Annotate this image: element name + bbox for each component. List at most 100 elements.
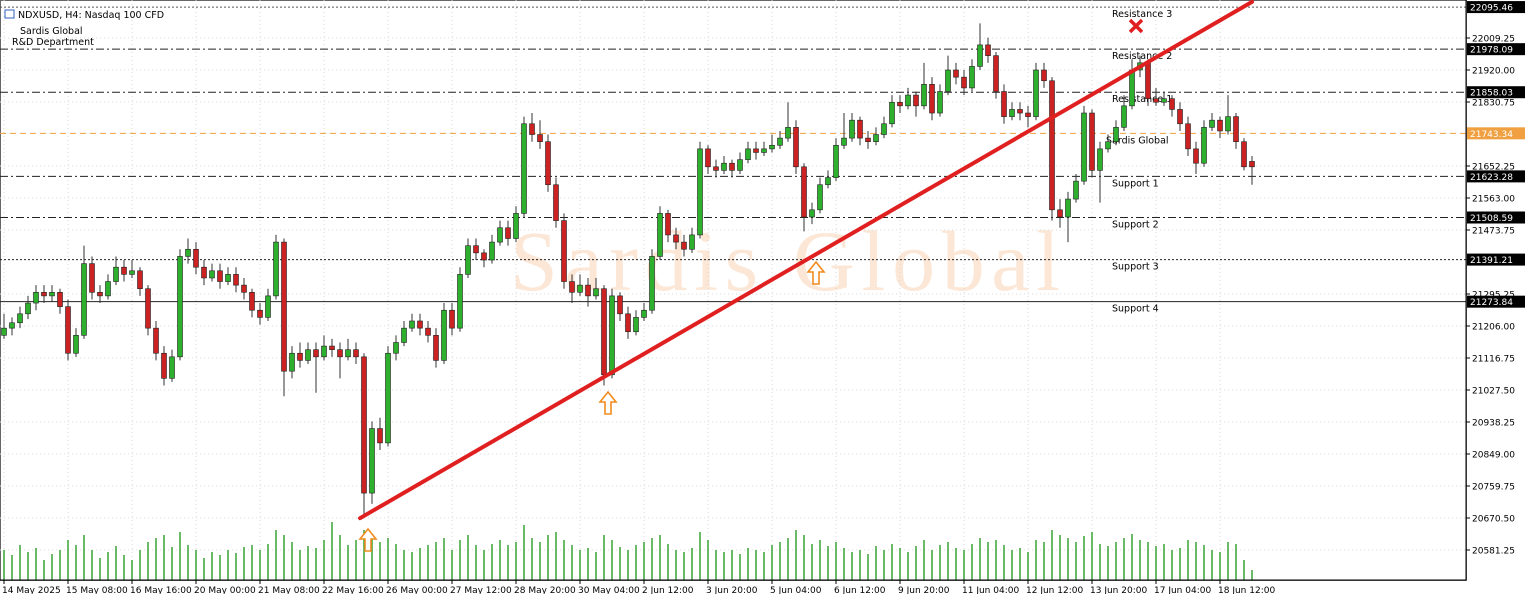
y-tick-label: 21563.00 [1472, 194, 1515, 204]
candle-body [385, 352, 391, 444]
candle-body [857, 119, 863, 139]
candle-body [497, 227, 503, 243]
candle-body [529, 123, 535, 135]
candle-body [849, 119, 855, 139]
candle-body [73, 335, 79, 354]
x-tick-label: 14 May 2025 [2, 586, 61, 594]
candle-body [1161, 98, 1167, 103]
candle-body [793, 127, 799, 168]
candle-body [961, 76, 967, 89]
x-tick-label: 18 Jun 12:00 [1218, 586, 1275, 594]
candle-body [1001, 91, 1007, 117]
candle-body [153, 327, 159, 354]
level-price-label: 21623.28 [1470, 173, 1513, 183]
up-arrow [806, 260, 826, 285]
x-tick-label: 13 Jun 20:00 [1090, 586, 1147, 594]
y-tick-label: 20670.50 [1472, 515, 1515, 525]
candle-body [657, 213, 663, 257]
x-tick-label: 16 May 16:00 [130, 586, 192, 594]
x-tick-label: 9 Jun 20:00 [898, 586, 950, 594]
candle-body [705, 148, 711, 168]
candle-body [1185, 123, 1191, 150]
candle-body [673, 234, 679, 243]
candle-body [1113, 127, 1119, 143]
candle-body [489, 241, 495, 261]
x-tick-label: 30 May 04:00 [578, 586, 640, 594]
candle-body [969, 66, 975, 89]
y-tick-label: 20938.25 [1472, 419, 1515, 429]
x-tick-label: 22 May 16:00 [322, 586, 384, 594]
level-price-label: 21978.09 [1470, 46, 1513, 56]
candle-body [1097, 148, 1103, 171]
candle-body [505, 227, 511, 239]
candle-body [801, 166, 807, 218]
y-tick-label: 21116.75 [1472, 355, 1515, 365]
y-tick-label: 20849.00 [1472, 451, 1515, 461]
candle-body [817, 184, 823, 211]
candle-body [745, 148, 751, 160]
candle-body [361, 356, 367, 494]
candle-body [65, 306, 71, 354]
candle-body [1177, 109, 1183, 125]
x-tick-label: 11 Jun 04:00 [962, 586, 1019, 594]
candle-body [545, 141, 551, 186]
candle-body [305, 349, 311, 361]
candle-body [777, 137, 783, 146]
x-tick-label: 5 Jun 04:00 [770, 586, 822, 594]
candle-body [1009, 109, 1015, 117]
candle-body [377, 428, 383, 444]
x-tick-label: 20 May 00:00 [194, 586, 256, 594]
candle-body [633, 317, 639, 333]
marks-layer [1, 0, 1255, 580]
candle-body [321, 345, 327, 358]
x-tick-label: 27 May 12:00 [450, 586, 512, 594]
candle-body [1057, 209, 1063, 218]
candle-body [441, 309, 447, 361]
candle-body [217, 270, 223, 282]
candle-body [369, 428, 375, 494]
candle-body [537, 134, 543, 143]
candle-body [713, 166, 719, 171]
candle-body [945, 69, 951, 92]
candle-body [1089, 112, 1095, 171]
level-label: Support 1 [1112, 178, 1159, 189]
candle-body [345, 349, 351, 358]
candle-body [129, 270, 135, 275]
candle-body [641, 309, 647, 318]
candle-body [249, 291, 255, 311]
candle-body [929, 84, 935, 114]
level-label: Resistance 2 [1112, 51, 1172, 62]
candle-body [145, 288, 151, 329]
candle-body [1025, 112, 1031, 117]
level-label: Support 4 [1112, 304, 1159, 315]
candle-body [33, 291, 39, 304]
candle-body [729, 162, 735, 171]
candle-body [921, 84, 927, 107]
candle-body [625, 313, 631, 333]
y-tick-label: 21652.25 [1472, 162, 1515, 172]
y-tick-label: 20581.25 [1472, 547, 1515, 557]
candle-body [81, 263, 87, 336]
up-arrow [598, 390, 618, 415]
candle-body [313, 349, 319, 358]
candle-body [985, 44, 991, 56]
candle-body [681, 241, 687, 250]
candle-body [1145, 62, 1151, 99]
candle-body [721, 162, 727, 171]
candle-body [113, 266, 119, 282]
candle-body [89, 263, 95, 293]
candle-body [913, 94, 919, 107]
candle-body [49, 291, 55, 297]
candle-body [297, 352, 303, 361]
candle-body [289, 352, 295, 372]
level-price-label: 21743.34 [1470, 130, 1513, 140]
candle-body [937, 91, 943, 114]
candle-body [841, 137, 847, 146]
candle-body [897, 101, 903, 107]
candle-body [553, 184, 559, 221]
candle-body [737, 159, 743, 171]
candle-body [209, 270, 215, 279]
candle-body [57, 291, 63, 307]
candle-body [1241, 141, 1247, 168]
